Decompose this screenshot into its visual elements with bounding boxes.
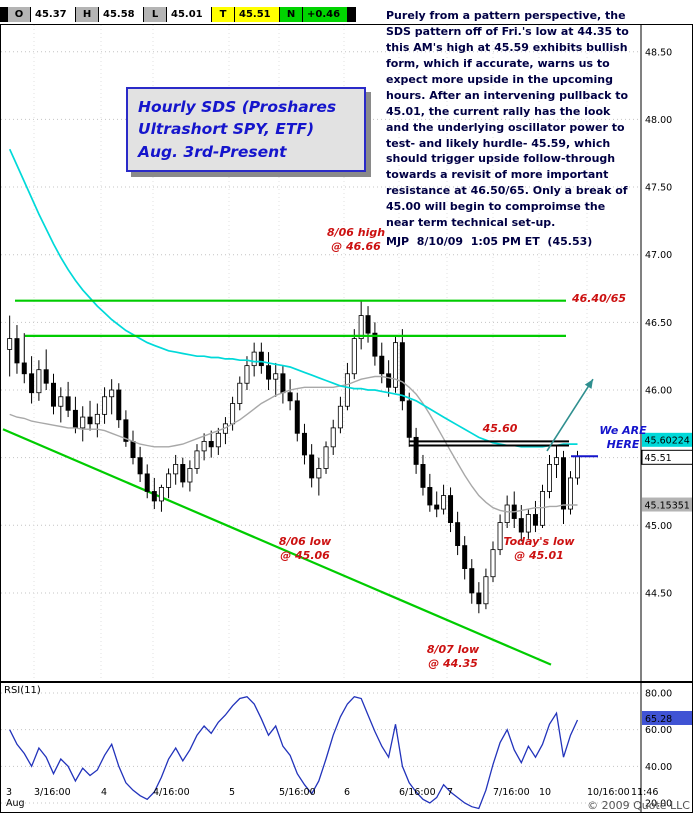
svg-text:10/16:00: 10/16:00 (587, 787, 630, 798)
svg-text:10: 10 (539, 787, 551, 798)
chart-title-line: Hourly SDS (Proshares (138, 98, 337, 116)
annotation-we-are-here: We ARE HERE (599, 424, 647, 451)
annotation-4560-level: 45.60 (482, 422, 518, 435)
quote-field-label: H (76, 7, 98, 22)
svg-text:46.00: 46.00 (645, 386, 672, 397)
chart-title-box: Hourly SDS (Proshares Ultrashort SPY, ET… (126, 87, 366, 173)
quote-field-value: 45.51 (235, 7, 279, 22)
commentary-signature: MJP 8/10/09 1:05 PM ET (45.53) (386, 235, 593, 249)
quote-field-label: N (280, 7, 302, 22)
support-trendline (2, 428, 552, 666)
svg-text:48.00: 48.00 (645, 115, 672, 126)
breakout-lines (409, 440, 569, 447)
candlestick-plot-area[interactable]: 48.50 48.00 47.50 47.00 46.50 46.00 45.00 44.50… (1, 25, 692, 681)
commentary-text: Purely from a pattern perspective, the S… (386, 9, 629, 230)
svg-text:4: 4 (101, 787, 107, 798)
svg-text:47.00: 47.00 (645, 250, 672, 261)
svg-text:20.00: 20.00 (645, 798, 672, 809)
svg-text:65.28: 65.28 (645, 714, 672, 725)
svg-text:11:46: 11:46 (631, 787, 658, 798)
svg-text:7/16:00: 7/16:00 (493, 787, 530, 798)
svg-text:80.00: 80.00 (645, 689, 672, 700)
quote-field-value: +0.46 (303, 7, 347, 22)
price-tags: 45.60224 45.51 45.15351 (641, 432, 692, 512)
analyst-commentary: Purely from a pattern perspective, the S… (386, 8, 635, 250)
svg-text:60.00: 60.00 (645, 725, 672, 736)
svg-text:3: 3 (6, 787, 12, 798)
svg-text:46.50: 46.50 (645, 318, 672, 329)
slow-moving-average-line (9, 375, 578, 513)
resistance-lines (15, 299, 566, 337)
quote-field-value: 45.58 (99, 7, 143, 22)
fast-moving-average-line (8, 148, 578, 448)
svg-text:6: 6 (344, 787, 350, 798)
chart-title-line: Ultrashort SPY, ETF) (138, 120, 315, 139)
quote-field-value: 45.37 (31, 7, 75, 22)
svg-text:3/16:00: 3/16:00 (34, 787, 71, 798)
svg-text:6/16:00: 6/16:00 (399, 787, 436, 798)
price-gridlines (1, 25, 639, 681)
quote-field-label: T (212, 7, 234, 22)
svg-text:5/16:00: 5/16:00 (279, 787, 316, 798)
rsi-value-tag: 65.28 (642, 710, 692, 725)
svg-text:4/16:00: 4/16:00 (153, 787, 190, 798)
quote-field-label: L (144, 7, 166, 22)
svg-text:Aug: Aug (6, 798, 25, 809)
annotation-806-low: 8/06 low @ 45.06 (278, 535, 332, 562)
quote-field-value: 45.01 (167, 7, 211, 22)
svg-text:7: 7 (447, 787, 453, 798)
chart-title-line: Aug. 3rd-Present (138, 142, 287, 161)
quote-bar: O 45.37 H 45.58 L 45.01 T 45.51 N +0.46 (0, 7, 356, 22)
svg-text:48.50: 48.50 (645, 47, 672, 58)
annotation-807-low: 8/07 low @ 44.35 (426, 643, 480, 670)
candles (7, 300, 581, 614)
svg-text:45.51: 45.51 (645, 453, 672, 464)
svg-text:47.50: 47.50 (645, 183, 672, 194)
svg-text:45.60224: 45.60224 (645, 436, 690, 447)
svg-text:45.00: 45.00 (645, 521, 672, 532)
svg-text:44.50: 44.50 (645, 588, 672, 599)
annotation-806-high: 8/06 high @ 46.66 (326, 226, 386, 253)
rsi-axis: 80.00 60.00 40.00 20.00 (640, 683, 672, 812)
copyright-notice: © 2009 Quote LLC (587, 799, 690, 812)
rsi-line (9, 695, 579, 810)
annotation-today-low: Today's low @ 45.01 (503, 535, 575, 562)
svg-text:5: 5 (229, 787, 235, 798)
svg-text:40.00: 40.00 (645, 762, 672, 773)
price-axis: 48.50 48.00 47.50 47.00 46.50 46.00 45.00 44.50 (640, 25, 672, 681)
svg-text:45.15351: 45.15351 (645, 500, 690, 511)
annotation-resistance-zone: 46.40/65 (571, 292, 627, 305)
projection-arrow (546, 378, 594, 452)
rsi-indicator-label: RSI(11) (4, 685, 41, 696)
quote-field-label: O (8, 7, 30, 22)
rsi-pane[interactable]: 80.00 60.00 40.00 20.00 65.28 3 Aug 3/16:00 4 4/1… (0, 682, 693, 813)
